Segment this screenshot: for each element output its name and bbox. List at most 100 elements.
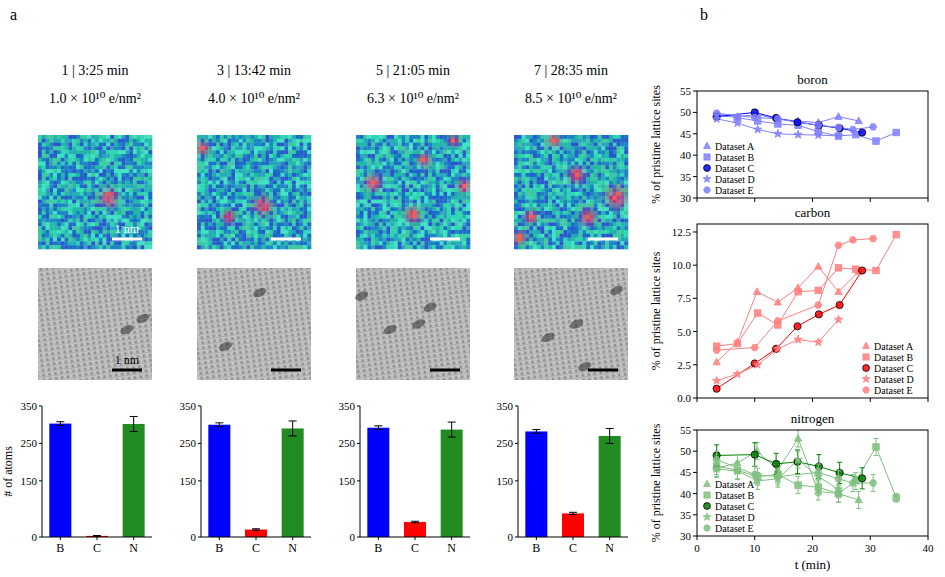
pixel [227, 219, 231, 223]
pixel [61, 215, 65, 219]
pixel [122, 154, 126, 158]
pixel [95, 143, 99, 147]
pixel [296, 196, 300, 200]
pixel [61, 234, 65, 238]
pixel [364, 162, 368, 166]
pixel [281, 230, 285, 234]
pixel [133, 245, 137, 249]
frame-title: 3 | 13:42 min [217, 63, 291, 78]
pixel [91, 211, 95, 215]
pixel [303, 207, 307, 211]
pixel [216, 219, 220, 223]
pixel [246, 158, 250, 162]
pixel [360, 192, 364, 196]
pixel [364, 139, 368, 143]
pixel [99, 196, 103, 200]
pixel [246, 154, 250, 158]
pixel [296, 234, 300, 238]
pixel [72, 245, 76, 249]
pixel [265, 162, 269, 166]
pixel [103, 188, 107, 192]
pixel [360, 245, 364, 249]
pixel [91, 238, 95, 242]
pixel [292, 150, 296, 154]
y-tick-label: 0 [191, 531, 197, 543]
pixel [281, 154, 285, 158]
pixel [269, 173, 273, 177]
pixel [148, 203, 152, 207]
pixel [303, 146, 307, 150]
pixel [84, 177, 88, 181]
pixel [281, 146, 285, 150]
pixel [292, 215, 296, 219]
pixel [65, 162, 69, 166]
pixel [303, 181, 307, 185]
pixel [201, 238, 205, 242]
pixel [246, 143, 250, 147]
pixel [148, 143, 152, 147]
pixel [269, 234, 273, 238]
pixel [296, 203, 300, 207]
pixel [42, 146, 46, 150]
pixel [265, 238, 269, 242]
pixel [125, 215, 129, 219]
pixel [243, 215, 247, 219]
pixel [80, 241, 84, 245]
pixel [284, 196, 288, 200]
pixel [367, 196, 371, 200]
pixel [49, 234, 53, 238]
pixel [284, 177, 288, 181]
pixel [95, 169, 99, 173]
pixel [300, 173, 304, 177]
pixel [114, 181, 118, 185]
pixel [95, 226, 99, 230]
pixel [300, 162, 304, 166]
pixel [61, 219, 65, 223]
pixel [288, 211, 292, 215]
pixel [72, 150, 76, 154]
pixel [231, 181, 235, 185]
pixel [72, 234, 76, 238]
pixel [360, 165, 364, 169]
pixel [356, 135, 360, 139]
pixel [243, 143, 247, 147]
pixel [46, 169, 50, 173]
pixel [49, 139, 53, 143]
pixel [303, 188, 307, 192]
pixel [300, 169, 304, 173]
pixel [106, 146, 110, 150]
pixel [231, 158, 235, 162]
pixel [201, 169, 205, 173]
pixel [49, 135, 53, 139]
pixel [197, 230, 201, 234]
scale-bar [112, 238, 142, 241]
pixel [288, 219, 292, 223]
pixel [133, 200, 137, 204]
pixel [281, 203, 285, 207]
pixel [205, 241, 209, 245]
pixel [254, 154, 258, 158]
pixel [95, 196, 99, 200]
pixel [137, 162, 141, 166]
pixel [42, 215, 46, 219]
pixel [356, 146, 360, 150]
pixel [212, 181, 216, 185]
pixel [265, 192, 269, 196]
pixel [133, 215, 137, 219]
pixel [243, 211, 247, 215]
pixel [303, 158, 307, 162]
pixel [277, 188, 281, 192]
pixel [129, 162, 133, 166]
pixel [72, 203, 76, 207]
pixel [65, 150, 69, 154]
pixel [296, 150, 300, 154]
pixel [148, 196, 152, 200]
pixel [53, 230, 57, 234]
pixel [208, 203, 212, 207]
pixel [246, 226, 250, 230]
pixel [141, 192, 145, 196]
pixel [356, 143, 360, 147]
pixel [99, 158, 103, 162]
pixel [262, 196, 266, 200]
pixel [356, 196, 360, 200]
